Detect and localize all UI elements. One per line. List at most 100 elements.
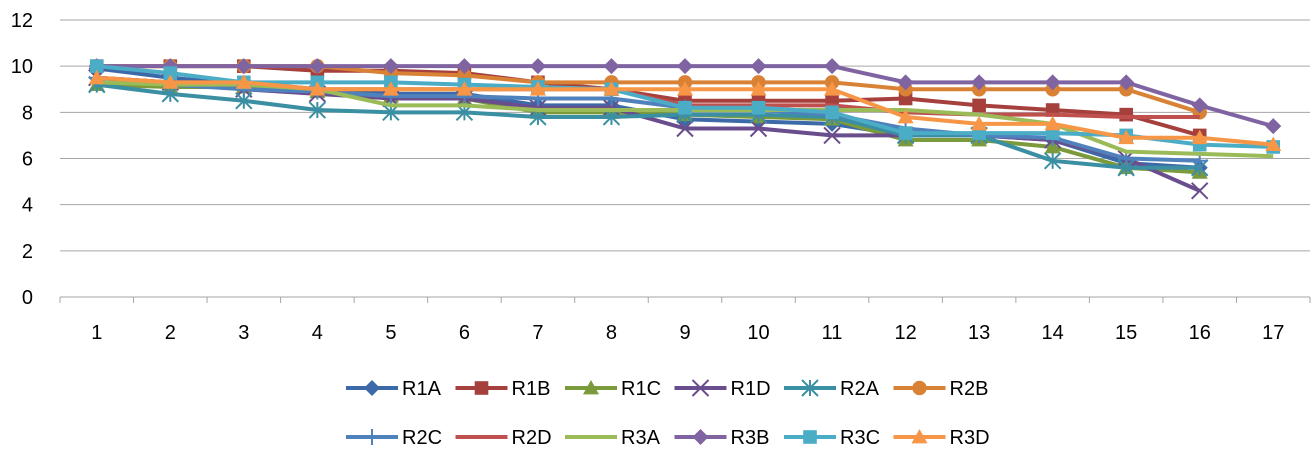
data-point-marker	[162, 74, 179, 89]
data-point-marker	[382, 58, 399, 75]
legend-item-r1d: R1D	[674, 378, 771, 400]
legend: R1A R1B R1C R1D R2A R2B R2C R2D R3A R3B R3C R3D	[346, 378, 990, 449]
data-point-marker	[309, 81, 326, 96]
y-tick-label: 6	[22, 149, 33, 171]
data-point-marker	[972, 98, 986, 113]
data-point-marker	[456, 81, 473, 96]
data-point-marker	[603, 58, 620, 75]
x-tick-label: 6	[459, 322, 470, 344]
legend-item-r2a: R2A	[784, 378, 880, 400]
legend-item-r1c: R1C	[565, 378, 661, 400]
data-point-marker	[750, 58, 767, 75]
y-tick-label: 10	[11, 56, 33, 78]
series-r3d	[88, 69, 1282, 152]
data-point-marker	[1044, 74, 1061, 91]
legend-marker	[803, 430, 817, 444]
legend-label: R2B	[950, 378, 989, 400]
data-point-marker	[235, 58, 252, 75]
data-point-marker	[823, 126, 841, 145]
data-point-marker	[1119, 107, 1133, 122]
data-point-marker	[678, 100, 692, 115]
data-point-marker	[676, 119, 694, 138]
series-line-r2c	[96, 75, 1200, 163]
data-point-marker	[308, 101, 327, 119]
x-tick-label: 4	[312, 322, 323, 344]
legend-label: R2D	[512, 427, 552, 449]
legend-label: R2C	[402, 427, 442, 449]
legend-item-r2c: R2C	[346, 427, 442, 449]
data-point-marker	[1191, 97, 1208, 114]
data-point-marker	[1118, 129, 1135, 145]
data-point-marker	[824, 81, 841, 96]
legend-marker	[801, 379, 819, 397]
data-point-marker	[971, 115, 988, 131]
legend-item-r2b: R2B	[893, 378, 989, 400]
data-point-marker	[1044, 115, 1061, 131]
data-point-marker	[529, 99, 547, 117]
legend-item-r2d: R2D	[455, 427, 552, 449]
legend-item-r3a: R3A	[565, 427, 661, 449]
legend-label: R3C	[840, 427, 880, 449]
data-point-marker	[88, 69, 105, 85]
x-tick-label: 15	[1115, 322, 1137, 344]
data-point-marker	[163, 66, 178, 80]
data-point-marker	[89, 59, 104, 73]
y-tick-label: 2	[22, 241, 33, 263]
x-tick-label: 7	[532, 322, 543, 344]
legend-item-r1a: R1A	[346, 378, 442, 400]
data-point-marker	[751, 100, 766, 115]
data-point-marker	[1190, 182, 1209, 200]
series-line-r1b	[96, 64, 1201, 138]
data-point-marker	[1118, 74, 1135, 91]
legend-label: R2A	[840, 378, 880, 400]
legend-label: R3B	[731, 427, 770, 449]
data-point-marker	[1191, 129, 1208, 145]
legend-marker	[911, 429, 928, 444]
series-line-r2a	[96, 82, 1200, 170]
x-tick-label: 16	[1189, 322, 1211, 344]
legend-label: R1C	[621, 378, 661, 400]
data-point-marker	[897, 74, 914, 91]
legend-label: R1B	[512, 378, 551, 400]
legend-label: R3D	[950, 427, 990, 449]
data-point-marker	[529, 58, 546, 75]
x-tick-label: 17	[1262, 322, 1284, 344]
x-tick-label: 3	[238, 322, 249, 344]
legend-marker	[583, 380, 599, 395]
data-point-marker	[749, 119, 768, 138]
x-tick-label: 5	[385, 322, 396, 344]
x-tick-label: 8	[606, 322, 617, 344]
data-point-marker	[677, 81, 693, 96]
legend-item-r3c: R3C	[784, 427, 880, 449]
data-point-marker	[825, 105, 839, 120]
series-lines	[88, 58, 1282, 200]
data-point-marker	[235, 74, 252, 89]
x-tick-label: 14	[1042, 322, 1064, 344]
x-tick-label: 13	[968, 322, 990, 344]
x-tick-label: 12	[894, 322, 916, 344]
x-tick-label: 9	[679, 322, 690, 344]
data-point-marker	[456, 58, 473, 75]
legend-label: R1D	[731, 378, 771, 400]
legend-marker	[691, 379, 710, 397]
data-point-marker	[1043, 152, 1062, 170]
data-point-marker	[1265, 136, 1282, 152]
x-tick-label: 10	[747, 322, 769, 344]
data-point-marker	[824, 58, 841, 75]
legend-item-r3d: R3D	[893, 427, 990, 449]
data-point-marker	[1265, 118, 1282, 135]
data-point-marker	[971, 74, 988, 91]
data-point-marker	[602, 99, 621, 117]
legend-marker	[692, 429, 709, 445]
legend-item-r1b: R1B	[455, 378, 551, 400]
x-tick-label: 2	[165, 322, 176, 344]
data-point-marker	[750, 81, 767, 96]
data-point-marker	[382, 81, 399, 96]
data-point-marker	[677, 58, 693, 75]
y-tick-label: 12	[11, 10, 33, 32]
legend-label: R1A	[402, 378, 442, 400]
y-tick-label: 0	[22, 287, 33, 309]
data-point-marker	[309, 58, 326, 75]
